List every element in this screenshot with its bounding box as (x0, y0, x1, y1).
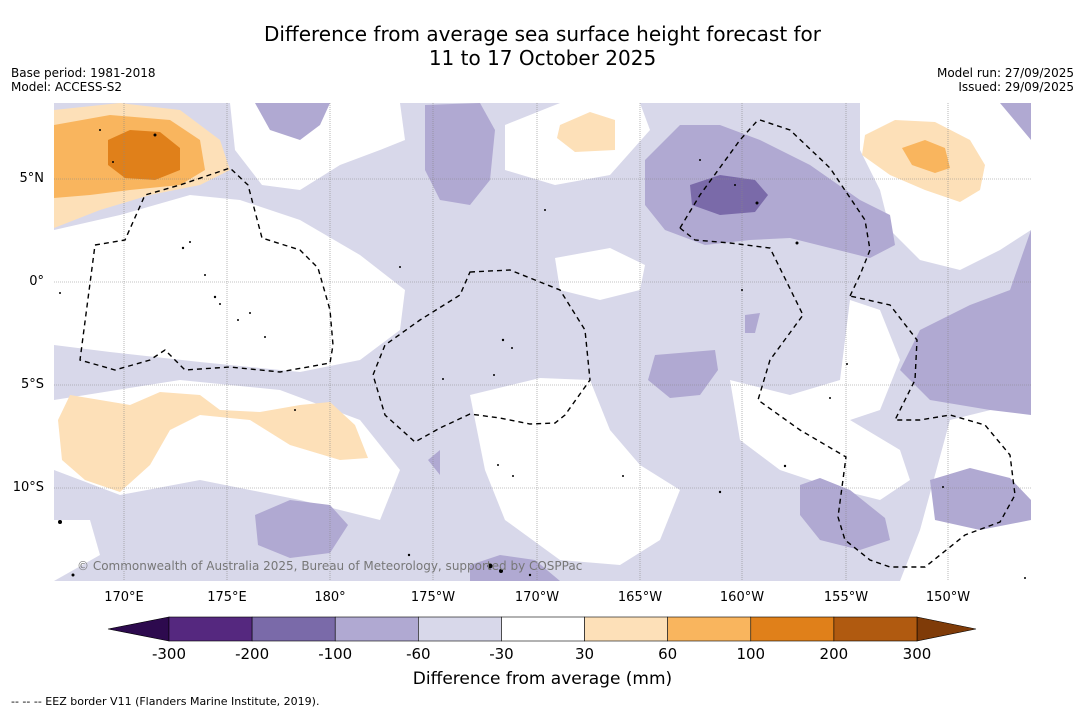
lat-label-5s: 5°S (20, 377, 44, 392)
lat-label-5n: 5°N (19, 171, 45, 186)
gridlines (54, 103, 1031, 581)
positive-region (108, 130, 180, 180)
positive-region (557, 112, 615, 152)
negative-region (900, 230, 1031, 415)
lon-label-155w: 155°W (823, 590, 869, 605)
colorbar-tick-label: -100 (318, 645, 353, 663)
colorbar-tick-label: -30 (489, 645, 514, 663)
negative-region (255, 103, 330, 140)
negative-region (800, 478, 890, 550)
positive-region (58, 392, 368, 492)
colorbar-segment (418, 616, 502, 642)
colorbar-tick-label: 100 (736, 645, 766, 663)
eez-border (679, 227, 1016, 568)
colorbar-segment (501, 616, 585, 642)
lon-label-180: 180° (314, 590, 346, 605)
colorbar-segment (833, 616, 918, 642)
lon-label-150w: 150°W (925, 590, 971, 605)
negative-region (428, 450, 440, 475)
colorbar-tick-label: -300 (151, 645, 187, 663)
title-line-1: Difference from average sea surface heig… (263, 22, 822, 46)
meta-right: Model run: 27/09/2025 Issued: 29/09/2025 (937, 66, 1074, 94)
colorbar-tick-label: 60 (658, 645, 678, 663)
lon-label-160w: 160°W (719, 590, 765, 605)
negative-region (930, 468, 1031, 530)
eez-borders (79, 119, 1016, 568)
neutral-region (555, 248, 645, 300)
lon-label-170w: 170°W (514, 590, 560, 605)
eez-border (679, 119, 759, 229)
issued-date: Issued: 29/09/2025 (958, 80, 1074, 94)
colorbar-label: Difference from average (mm) (412, 669, 673, 689)
eez-border (372, 269, 591, 443)
islands (58, 129, 1026, 579)
lat-label-10s: 10°S (12, 480, 44, 495)
colorbar-tick-label: -200 (235, 645, 270, 663)
neutral-region (54, 520, 100, 581)
neutral-region (54, 195, 405, 372)
lon-label-175w: 175°W (410, 590, 456, 605)
contour-layer (54, 103, 1031, 581)
colorbar (107, 616, 977, 642)
colorbar-segment (750, 616, 835, 642)
model-run: Model run: 27/09/2025 (936, 66, 1074, 80)
colorbar-segment (168, 616, 253, 642)
neutral-region (470, 378, 680, 565)
model-name: Model: ACCESS-S2 (11, 80, 123, 94)
colorbar-tick-label: 300 (902, 645, 932, 663)
negative-region (645, 125, 895, 258)
eez-footnote: -- -- -- EEZ border V11 (Flanders Marine… (11, 695, 320, 708)
base-period: Base period: 1981-2018 (11, 66, 156, 80)
neutral-region (730, 300, 910, 500)
copyright-notice: © Commonwealth of Australia 2025, Bureau… (77, 559, 583, 573)
title-line-2: 11 to 17 October 2025 (428, 46, 657, 70)
meta-left: Base period: 1981-2018 Model: ACCESS-S2 (11, 66, 156, 94)
negative-region (745, 313, 760, 333)
colorbar-segment (334, 616, 419, 642)
lat-label-0: 0° (29, 274, 44, 289)
negative-region (255, 500, 348, 558)
map-title: Difference from average sea surface heig… (0, 22, 1085, 70)
colorbar-segment (251, 616, 336, 642)
eez-border (759, 119, 871, 297)
lon-label-170e: 170°E (104, 590, 144, 605)
positive-region (902, 140, 950, 173)
colorbar-extend-high (916, 616, 977, 642)
colorbar-tick-label: 200 (819, 645, 849, 663)
colorbar-segment (667, 616, 752, 642)
negative-region (470, 555, 560, 581)
lon-label-175e: 175°E (207, 590, 247, 605)
strong-negative-region (690, 175, 768, 215)
colorbar-tick-label: -60 (406, 645, 431, 663)
colorbar-extend-low (107, 616, 170, 642)
colorbar-segment (584, 616, 668, 642)
negative-region (1000, 103, 1031, 140)
lon-label-165w: 165°W (617, 590, 663, 605)
negative-region (425, 103, 495, 205)
colorbar-tick-label: 30 (575, 645, 595, 663)
negative-region (648, 350, 718, 398)
